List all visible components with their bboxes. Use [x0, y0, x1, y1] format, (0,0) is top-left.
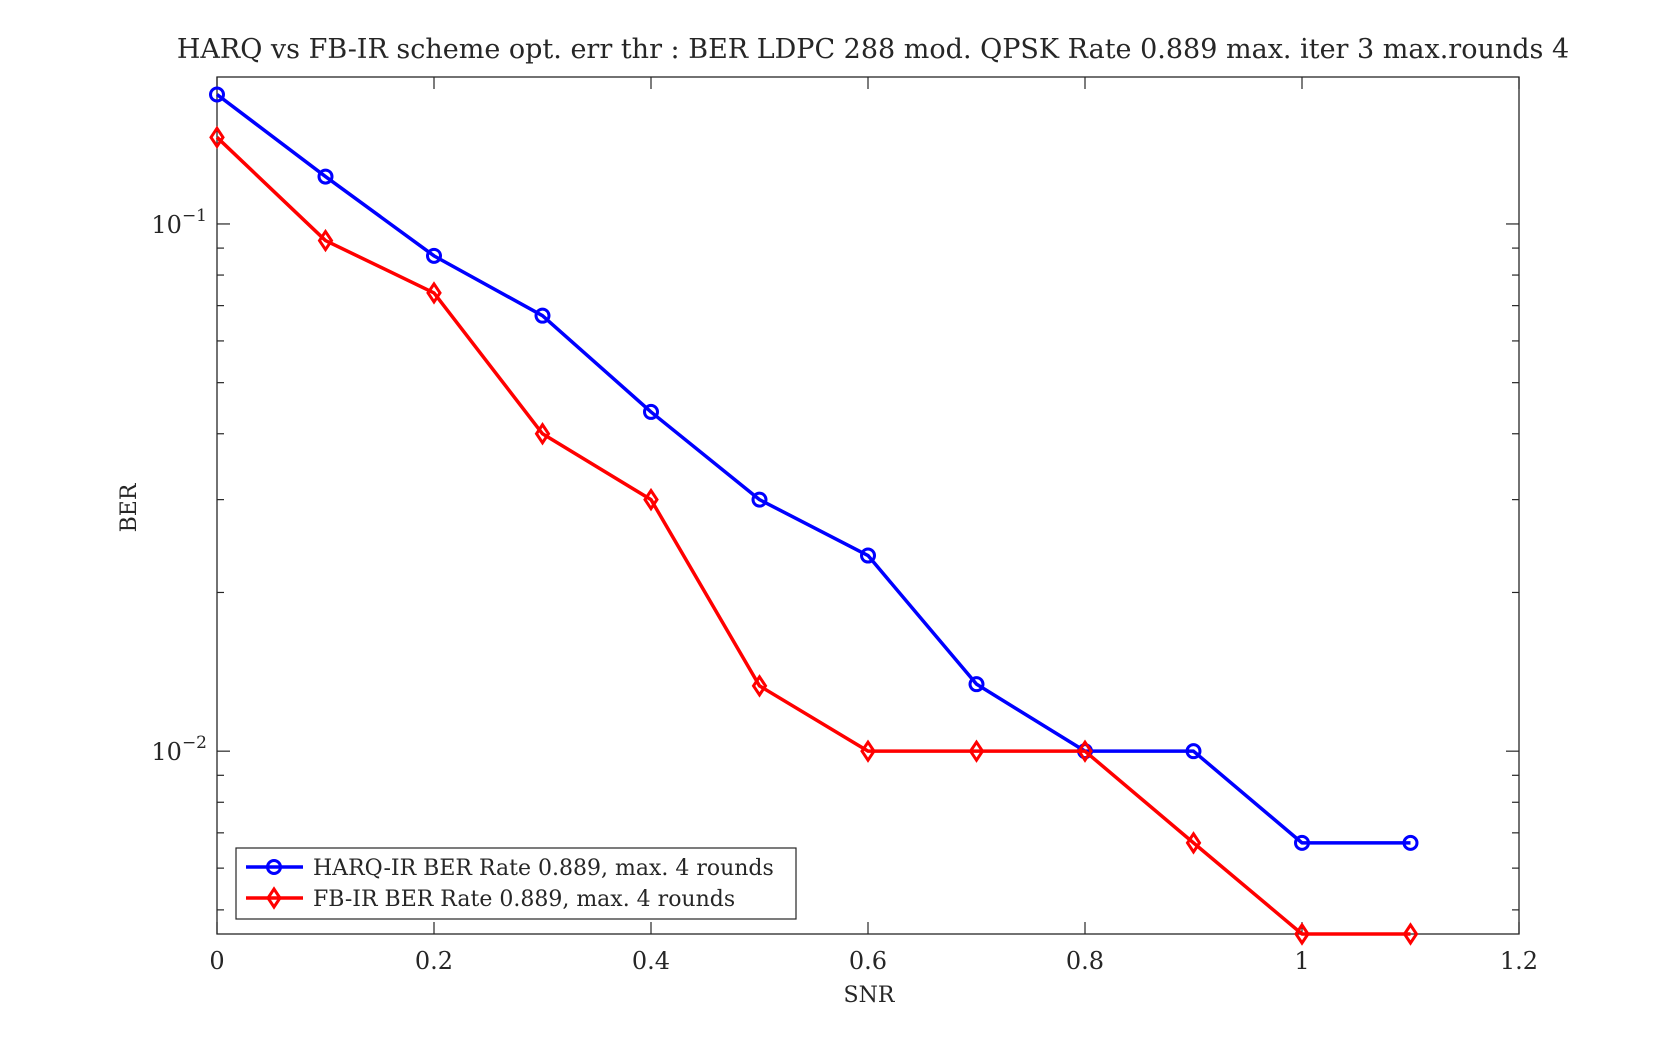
series-1-point-1: [317, 228, 334, 253]
series-0-point-0: [209, 86, 225, 103]
legend-label-1: FB-IR BER Rate 0.889, max. 4 rounds: [313, 887, 735, 912]
legend: HARQ-IR BER Rate 0.889, max. 4 rounds FB-…: [235, 847, 797, 920]
series-0-point-9: [1185, 743, 1202, 760]
x-tick-label-4: 0.8: [1066, 947, 1104, 975]
series-0-point-4: [643, 403, 659, 420]
x-tick-label-6: 1.2: [1500, 947, 1538, 975]
legend-item-1: FB-IR BER Rate 0.889, max. 4 rounds: [246, 886, 735, 912]
series-1-point-5: [751, 674, 768, 698]
chart-title: HARQ vs FB-IR scheme opt. err thr : BER …: [177, 34, 1569, 65]
x-tick-label-3: 0.6: [849, 947, 887, 975]
x-tick-label-1: 0.2: [415, 947, 453, 975]
series-1-point-7: [968, 739, 985, 763]
series-1-point-2: [426, 281, 442, 305]
series-0-point-3: [534, 307, 551, 324]
series-1-point-6: [860, 739, 876, 763]
legend-box: [235, 847, 797, 920]
series-1-point-0: [209, 125, 225, 150]
series-1-point-10: [1294, 922, 1310, 946]
series-0-point-5: [751, 491, 768, 508]
series-1-point-3: [534, 422, 551, 446]
plot-frame: [216, 76, 1520, 935]
legend-item-0: HARQ-IR BER Rate 0.889, max. 4 rounds: [246, 856, 774, 881]
y-axis-label: BER: [117, 482, 142, 532]
legend-swatch-marker-1: [266, 886, 282, 910]
tick-labels: 0 0.2 0.4 0.6 0.8 1 1.2 10−1 10−2: [151, 206, 1538, 975]
series-layer: [209, 86, 1419, 946]
series-0-point-7: [968, 676, 985, 693]
series-1-point-4: [643, 487, 659, 512]
series-1-point-8: [1077, 739, 1093, 763]
series-0-point-6: [860, 547, 876, 564]
series-0-point-1: [317, 168, 334, 185]
x-tick-label-0: 0: [209, 947, 224, 975]
series-1-point-9: [1185, 831, 1202, 855]
x-axis-label: SNR: [844, 983, 896, 1008]
y-tick-label-1: 10−2: [151, 733, 207, 766]
plot-area: [216, 76, 1520, 935]
series-1-point-11: [1402, 922, 1419, 946]
x-tick-label-2: 0.4: [632, 947, 670, 975]
series-line-1: [215, 136, 1411, 936]
series-line-0: [215, 93, 1411, 845]
x-tick-label-5: 1: [1294, 947, 1309, 975]
legend-swatch-marker-0: [266, 859, 282, 875]
tick-marks: [216, 77, 1520, 934]
y-tick-label-0: 10−1: [151, 206, 207, 239]
legend-label-0: HARQ-IR BER Rate 0.889, max. 4 rounds: [313, 856, 774, 881]
series-0-point-10: [1294, 834, 1310, 851]
series-1: [209, 125, 1419, 946]
series-0-point-11: [1402, 834, 1419, 851]
series-0-point-2: [426, 247, 442, 264]
